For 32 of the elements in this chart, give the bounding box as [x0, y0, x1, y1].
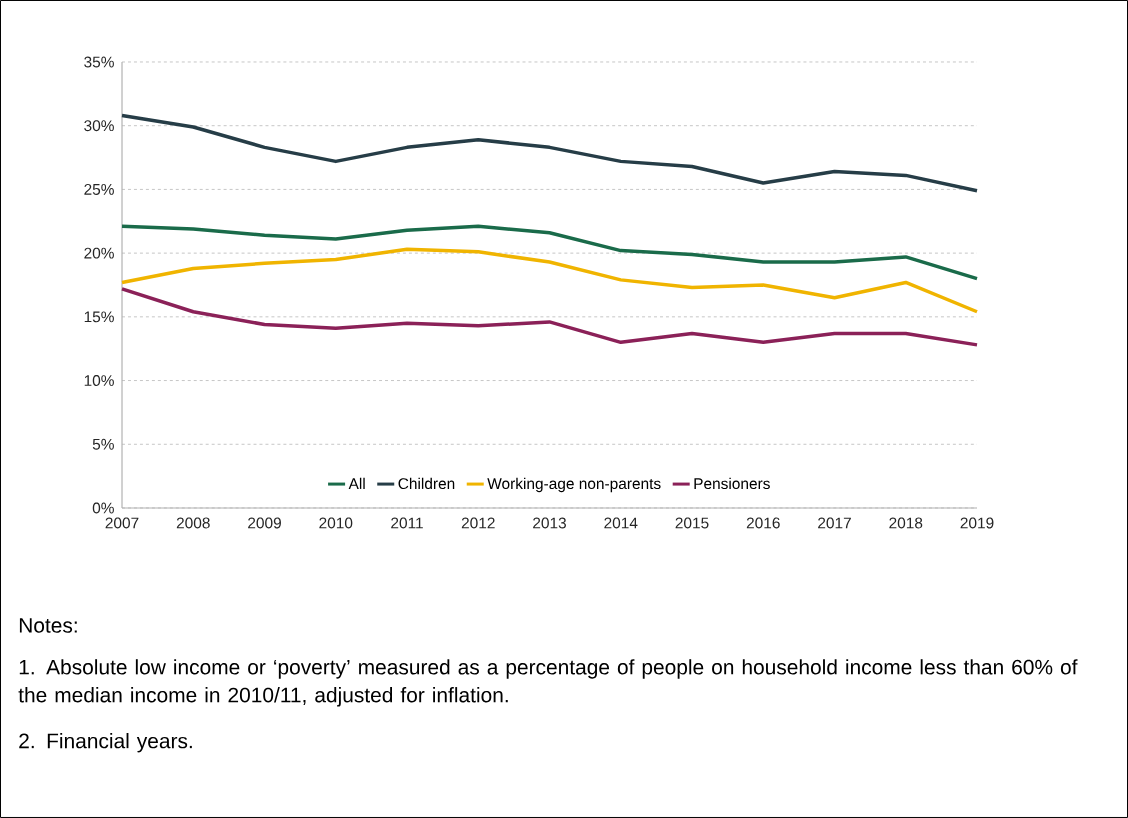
x-tick-label: 2011: [391, 517, 423, 529]
line-series: [120, 287, 979, 347]
line-series: [120, 247, 979, 314]
line-series: [120, 224, 979, 281]
y-tick-label: 30%: [84, 120, 114, 132]
text: 1. Absolute low income or ‘poverty’ measured as a percentage of people on household income less than 60% of the median income in 2010/11, adjusted for inflation.: [18, 659, 1078, 707]
line-series: [120, 113, 979, 193]
y-tick-label: 10%: [84, 375, 114, 387]
x-tick-label: 2014: [604, 517, 638, 529]
legend-label: Pensioners: [694, 477, 770, 490]
x-tick-label: 2012: [461, 517, 495, 529]
x-tick-label: 2019: [960, 517, 994, 529]
x-tick-label: 2016: [746, 517, 780, 529]
legend-label: All: [348, 477, 365, 489]
x-tick-label: 2008: [176, 517, 210, 529]
text: Notes:: [19, 618, 77, 633]
x-tick-label: 2010: [319, 517, 353, 529]
y-tick-label: 0%: [92, 502, 114, 514]
x-tick-label: 2009: [248, 517, 281, 529]
x-tick-label: 2015: [675, 517, 709, 529]
text: 2. Financial years.: [19, 732, 192, 753]
y-tick-label: 15%: [84, 311, 114, 323]
y-tick-label: 20%: [84, 247, 114, 259]
x-tick-label: 2017: [818, 517, 851, 529]
x-tick-label: 2013: [533, 517, 566, 529]
x-tick-label: 2007: [105, 517, 139, 529]
y-tick-label: 25%: [84, 183, 114, 195]
y-tick-label: 5%: [92, 438, 114, 450]
y-tick-label: 35%: [84, 56, 114, 68]
legend-label: Working-age non-parents: [487, 477, 661, 493]
x-tick-label: 2018: [889, 517, 923, 529]
legend-label: Children: [398, 477, 455, 490]
